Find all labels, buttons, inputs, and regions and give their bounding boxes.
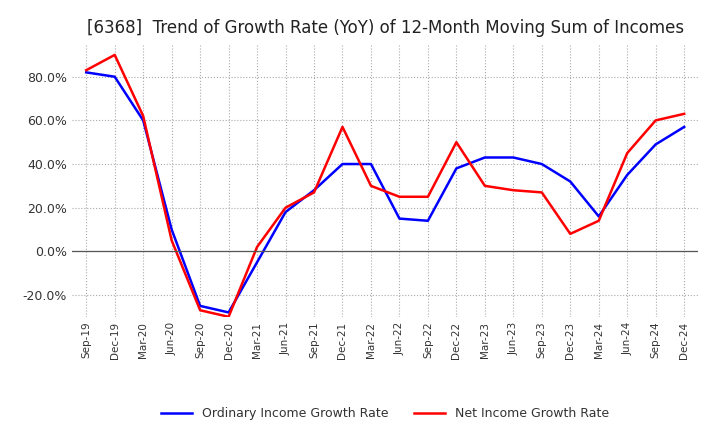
Ordinary Income Growth Rate xyxy=(680,124,688,129)
Net Income Growth Rate xyxy=(480,183,489,188)
Ordinary Income Growth Rate xyxy=(509,155,518,160)
Ordinary Income Growth Rate xyxy=(652,142,660,147)
Net Income Growth Rate xyxy=(537,190,546,195)
Line: Net Income Growth Rate: Net Income Growth Rate xyxy=(86,55,684,317)
Ordinary Income Growth Rate xyxy=(196,303,204,308)
Legend: Ordinary Income Growth Rate, Net Income Growth Rate: Ordinary Income Growth Rate, Net Income … xyxy=(156,402,614,425)
Net Income Growth Rate xyxy=(652,118,660,123)
Net Income Growth Rate xyxy=(167,238,176,243)
Net Income Growth Rate xyxy=(452,139,461,145)
Ordinary Income Growth Rate xyxy=(480,155,489,160)
Net Income Growth Rate xyxy=(338,124,347,129)
Ordinary Income Growth Rate xyxy=(395,216,404,221)
Ordinary Income Growth Rate xyxy=(423,218,432,224)
Net Income Growth Rate xyxy=(310,190,318,195)
Ordinary Income Growth Rate xyxy=(110,74,119,79)
Ordinary Income Growth Rate xyxy=(167,227,176,232)
Ordinary Income Growth Rate xyxy=(82,70,91,75)
Net Income Growth Rate xyxy=(139,114,148,119)
Net Income Growth Rate xyxy=(196,308,204,313)
Ordinary Income Growth Rate xyxy=(595,214,603,219)
Net Income Growth Rate xyxy=(423,194,432,199)
Ordinary Income Growth Rate xyxy=(566,179,575,184)
Ordinary Income Growth Rate xyxy=(366,161,375,167)
Net Income Growth Rate xyxy=(623,150,631,156)
Ordinary Income Growth Rate xyxy=(139,118,148,123)
Net Income Growth Rate xyxy=(595,218,603,224)
Net Income Growth Rate xyxy=(680,111,688,117)
Ordinary Income Growth Rate xyxy=(225,310,233,315)
Net Income Growth Rate xyxy=(282,205,290,210)
Ordinary Income Growth Rate xyxy=(253,260,261,265)
Net Income Growth Rate xyxy=(366,183,375,188)
Ordinary Income Growth Rate xyxy=(338,161,347,167)
Ordinary Income Growth Rate xyxy=(282,209,290,215)
Line: Ordinary Income Growth Rate: Ordinary Income Growth Rate xyxy=(86,72,684,312)
Net Income Growth Rate xyxy=(82,68,91,73)
Ordinary Income Growth Rate xyxy=(310,187,318,193)
Ordinary Income Growth Rate xyxy=(452,166,461,171)
Net Income Growth Rate xyxy=(509,187,518,193)
Net Income Growth Rate xyxy=(253,244,261,249)
Ordinary Income Growth Rate xyxy=(537,161,546,167)
Title: [6368]  Trend of Growth Rate (YoY) of 12-Month Moving Sum of Incomes: [6368] Trend of Growth Rate (YoY) of 12-… xyxy=(86,19,684,37)
Net Income Growth Rate xyxy=(110,52,119,58)
Net Income Growth Rate xyxy=(225,314,233,319)
Ordinary Income Growth Rate xyxy=(623,172,631,178)
Net Income Growth Rate xyxy=(395,194,404,199)
Net Income Growth Rate xyxy=(566,231,575,237)
